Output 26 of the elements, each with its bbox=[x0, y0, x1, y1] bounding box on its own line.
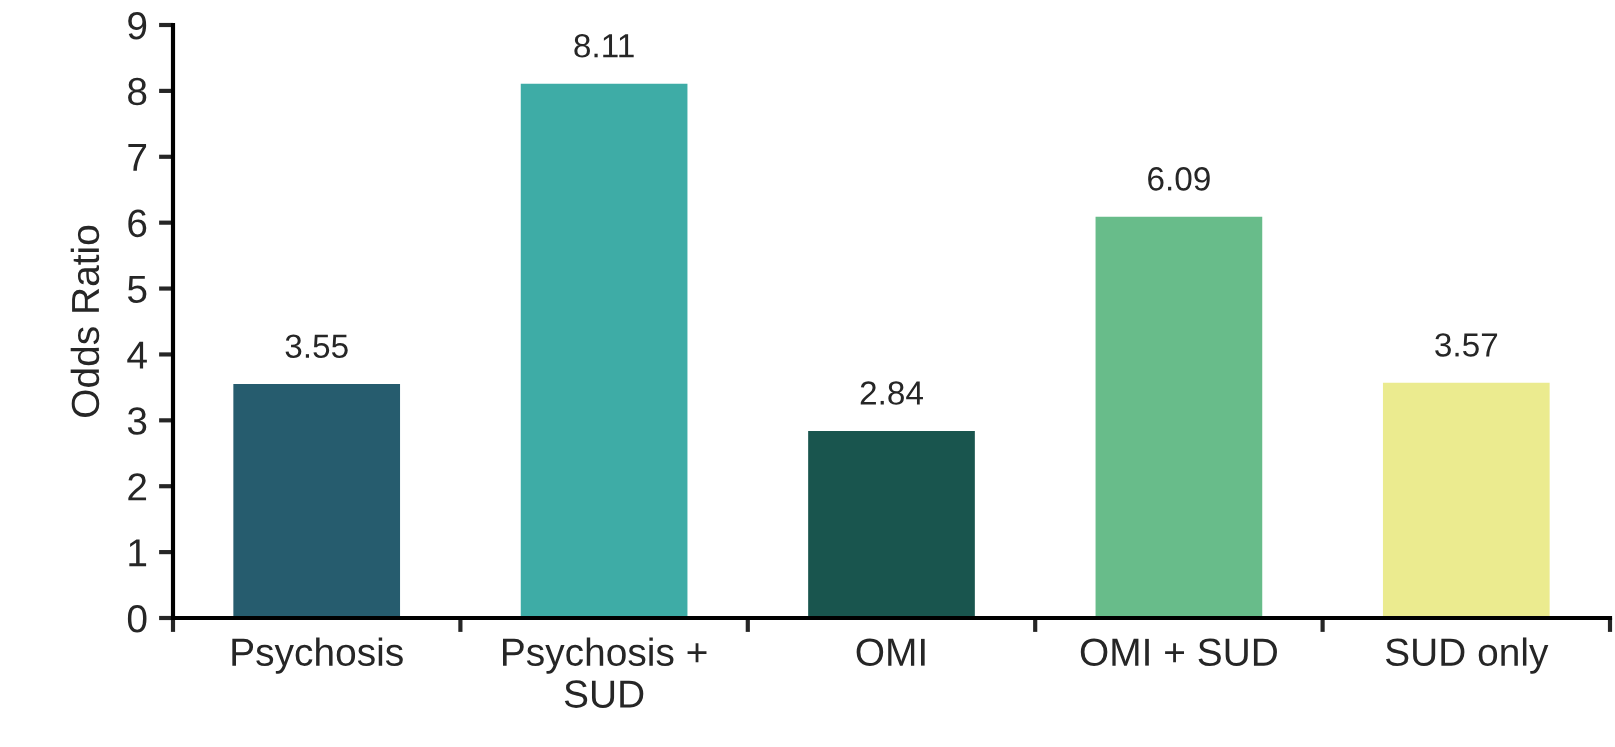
x-tick-label: OMI bbox=[856, 638, 925, 667]
y-tick-label: 2 bbox=[128, 473, 147, 501]
data-label: 8.11 bbox=[574, 34, 634, 58]
y-tick-label: 4 bbox=[127, 341, 147, 369]
x-tick-label: Psychosis bbox=[232, 637, 403, 674]
bar bbox=[520, 83, 688, 618]
bar bbox=[808, 430, 975, 618]
y-tick-label: 7 bbox=[128, 144, 147, 171]
y-tick-label: 9 bbox=[128, 11, 147, 40]
y-tick-label: 5 bbox=[127, 275, 147, 304]
bar bbox=[233, 384, 401, 618]
y-tick-label: 1 bbox=[129, 539, 147, 567]
y-tick-label: 8 bbox=[128, 77, 147, 106]
bar bbox=[1382, 382, 1550, 618]
data-label: 6.09 bbox=[1148, 167, 1210, 191]
y-tick-label: 3 bbox=[127, 407, 147, 435]
y-tick-label: 0 bbox=[127, 604, 147, 633]
data-label: 3.55 bbox=[285, 334, 348, 359]
x-tick-label: Psychosis + SUD bbox=[503, 637, 707, 708]
y-tick-label: 6 bbox=[128, 209, 147, 238]
x-tick-label: SUD only bbox=[1385, 637, 1549, 674]
x-tick-label: OMI + SUD bbox=[1080, 638, 1277, 667]
bar bbox=[1095, 216, 1263, 618]
y-axis-title: Odds Ratio bbox=[70, 225, 100, 417]
data-label: 2.84 bbox=[860, 381, 923, 405]
data-label: 3.57 bbox=[1435, 333, 1498, 357]
